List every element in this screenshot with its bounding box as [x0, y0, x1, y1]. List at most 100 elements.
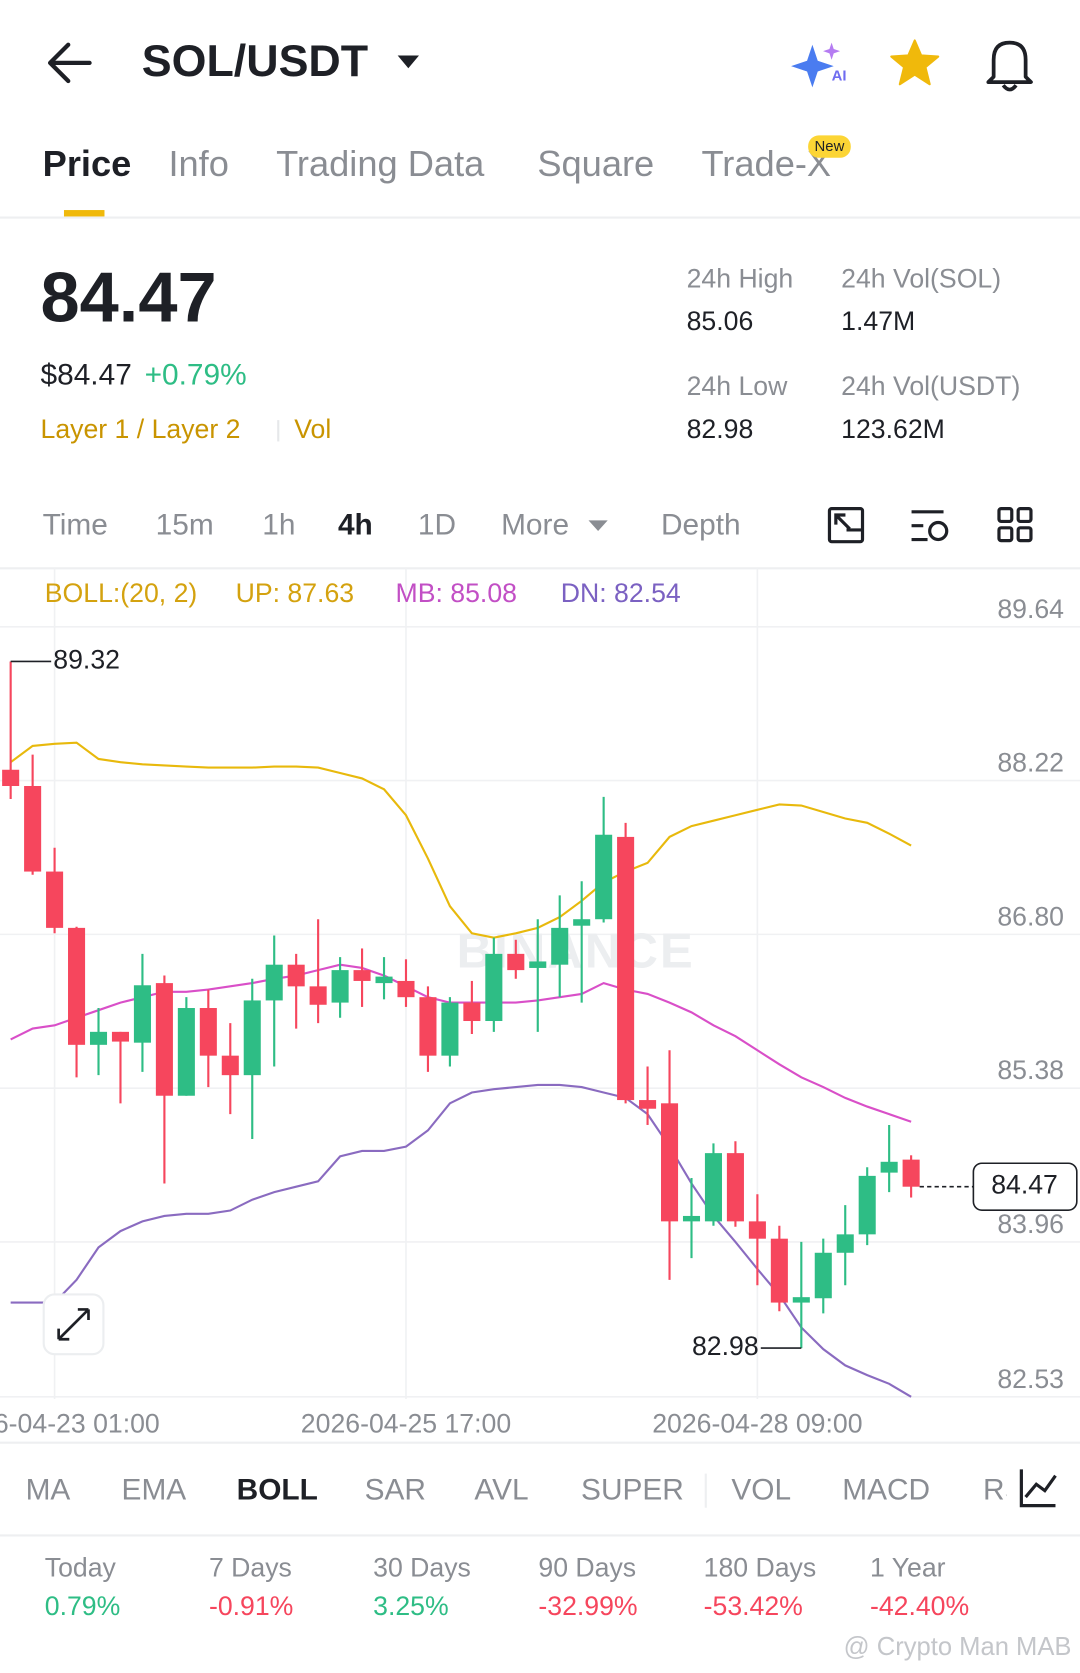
indicator-settings[interactable]: [1019, 1469, 1057, 1508]
candle-body: [441, 1002, 459, 1056]
y-tick-label: 89.64: [997, 594, 1064, 624]
max-label: 89.32: [53, 645, 120, 675]
indicator-tab[interactable]: VOL: [731, 1474, 791, 1507]
price-change: +0.79%: [145, 358, 247, 391]
notification-bell[interactable]: [986, 40, 1033, 92]
period-change: -0.91%: [209, 1591, 293, 1621]
icon-shape: [1016, 526, 1033, 543]
period-label: 1 Year: [870, 1553, 946, 1583]
candle-body: [177, 1008, 195, 1096]
bell-body: [986, 40, 1033, 84]
period-label: 7 Days: [209, 1553, 292, 1583]
indicator-tab[interactable]: BOLL: [237, 1474, 318, 1507]
candle-body: [287, 964, 305, 987]
sector-tag[interactable]: Vol: [294, 414, 331, 444]
layout-icon[interactable]: [997, 507, 1033, 543]
chart-tools: [827, 507, 1033, 544]
candle-body: [397, 980, 415, 998]
expand-button[interactable]: [42, 1293, 105, 1356]
icon-shape: [928, 520, 949, 542]
pair-dropdown[interactable]: [397, 55, 419, 69]
candle-body: [309, 986, 327, 1005]
indicator-tab[interactable]: EMA: [122, 1474, 187, 1507]
candle-body: [617, 836, 635, 1101]
tab[interactable]: Trading Data: [276, 143, 485, 184]
boll-dn: DN: 82.54: [561, 578, 681, 608]
ai-label: AI: [832, 68, 847, 85]
candlestick-chart: 89.64 88.22 86.80 85.38 83.96 82.53 2026-04-23…: [0, 568, 1080, 1439]
stat-value: 123.62M: [841, 414, 945, 444]
candle-body: [331, 970, 349, 1003]
candle-body: [375, 976, 393, 984]
stat-label: 24h High: [687, 263, 794, 293]
interval-tab[interactable]: 15m: [156, 509, 214, 542]
icon-bg: [1006, 1460, 1080, 1525]
y-tick-label: 82.53: [997, 1364, 1064, 1394]
candle-body: [419, 997, 437, 1056]
y-tick-label: 88.22: [997, 748, 1064, 778]
candle-body: [221, 1055, 239, 1076]
indicator-tab[interactable]: SUPER: [581, 1474, 684, 1507]
indicator-tab[interactable]: SAR: [365, 1474, 426, 1507]
candle-body: [704, 1153, 722, 1222]
y-tick-label: 83.96: [997, 1209, 1064, 1239]
interval-tab[interactable]: 4h: [338, 509, 373, 542]
candle-body: [573, 919, 591, 926]
candle-body: [133, 985, 151, 1043]
indicator-tab[interactable]: AVL: [474, 1474, 528, 1507]
credit-watermark: @ Crypto Man MAB: [844, 1633, 1072, 1661]
boll-mb: MB: 85.08: [396, 578, 517, 608]
period-change: -32.99%: [538, 1591, 637, 1621]
period-label: 30 Days: [373, 1553, 471, 1583]
candle-body: [199, 1008, 217, 1056]
period-change: 0.79%: [45, 1591, 121, 1621]
settings-icon[interactable]: [911, 510, 949, 542]
candle-body: [46, 871, 64, 928]
boll-up: UP: 87.63: [236, 578, 354, 608]
icon-shape: [911, 510, 944, 542]
candle-body: [880, 1161, 898, 1173]
new-badge-bg: [808, 135, 851, 158]
icon-shape: [827, 507, 865, 544]
usd-price: $84.47: [41, 358, 132, 391]
sparkle: [791, 44, 834, 88]
interval-tab[interactable]: Depth: [661, 509, 741, 542]
fullscreen-icon[interactable]: [827, 507, 865, 544]
min-label: 82.98: [692, 1331, 759, 1361]
more-dropdown[interactable]: [588, 520, 608, 532]
candle-body: [661, 1103, 679, 1222]
bell-clapper: [1001, 84, 1018, 92]
favorite-star[interactable]: [890, 39, 940, 86]
candle-body: [507, 953, 525, 971]
stat-value: 1.47M: [841, 306, 915, 336]
interval-tab[interactable]: 1D: [418, 509, 456, 542]
candle-body: [529, 961, 547, 968]
pair-title[interactable]: SOL/USDT: [142, 36, 368, 86]
boll-line: [10, 741, 912, 939]
boll-line: [10, 1083, 912, 1398]
tab[interactable]: Square: [537, 143, 654, 184]
indicator-tab[interactable]: MACD: [842, 1474, 930, 1507]
candle-body: [111, 1031, 130, 1042]
candle-body: [353, 970, 371, 981]
interval-tab: Time: [43, 509, 108, 542]
tab[interactable]: Info: [168, 143, 228, 184]
candle-body: [595, 834, 613, 920]
x-tick-label: 2026-04-25 17:00: [301, 1409, 511, 1439]
stat-label: 24h Vol(SOL): [841, 263, 1001, 293]
candle-body: [89, 1031, 108, 1045]
expand-icon: [57, 1308, 90, 1341]
tab[interactable]: Price: [43, 143, 132, 184]
new-badge: New: [815, 138, 845, 155]
interval-tab[interactable]: 1h: [262, 509, 295, 542]
candle-body: [902, 1159, 920, 1187]
indicator-tab[interactable]: MA: [26, 1474, 71, 1507]
back-button[interactable]: [47, 42, 92, 84]
interval-tab[interactable]: More: [501, 509, 569, 542]
period-change: -53.42%: [704, 1591, 803, 1621]
sector-tag[interactable]: Layer 1 / Layer 2: [41, 414, 241, 444]
active-tab-indicator: [63, 210, 105, 217]
candle-body: [814, 1252, 832, 1299]
period-label: 90 Days: [538, 1553, 636, 1583]
ai-button[interactable]: AI: [791, 42, 847, 88]
